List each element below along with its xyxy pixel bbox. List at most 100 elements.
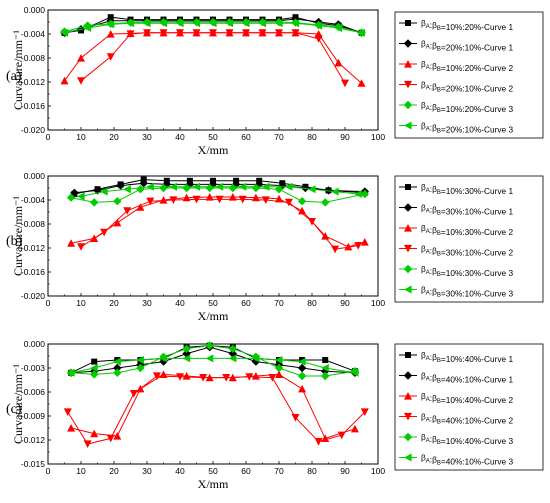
data-point <box>225 29 234 37</box>
x-tick-label: 70 <box>274 298 284 308</box>
legend-marker <box>403 371 413 380</box>
data-point <box>106 434 115 443</box>
data-point <box>136 203 145 211</box>
data-point <box>360 408 369 416</box>
data-point <box>182 183 191 193</box>
x-tick-label: 60 <box>241 298 251 308</box>
legend-marker <box>404 453 412 462</box>
data-point <box>350 424 359 433</box>
data-point <box>258 19 267 28</box>
data-point <box>143 19 151 28</box>
y-axis-label: Curvature/mm⁻¹ <box>11 196 25 276</box>
data-point <box>63 408 72 416</box>
data-point <box>113 218 122 227</box>
data-point <box>298 357 306 366</box>
series-line <box>80 198 359 250</box>
y-axis-label: Curvature/mm⁻¹ <box>11 30 25 110</box>
data-point <box>60 28 69 37</box>
data-point <box>228 344 237 353</box>
data-point <box>67 368 75 377</box>
data-point <box>176 373 184 381</box>
data-point <box>268 374 277 382</box>
data-point <box>192 182 201 191</box>
data-point <box>360 238 369 246</box>
x-tick-label: 10 <box>76 132 86 142</box>
data-point <box>116 181 125 190</box>
data-point <box>360 189 369 199</box>
x-tick-label: 60 <box>241 132 251 142</box>
data-point <box>77 77 85 85</box>
legend-label: βA:βB=10%:40%-Curve 1 <box>421 350 513 364</box>
data-point <box>228 193 237 201</box>
data-point <box>136 363 145 373</box>
data-point <box>238 182 247 191</box>
y-tick-label: -0.016 <box>21 267 45 277</box>
legend: βA:βB=10%:20%-Curve 1 βA:βB=20%:10%-Curve… <box>394 11 544 139</box>
y-tick-label: -0.020 <box>21 125 45 135</box>
x-tick-label: 20 <box>109 466 119 476</box>
x-tick-label: 0 <box>46 132 51 142</box>
data-point <box>337 431 346 440</box>
legend-label: βA:βB=10%:20%-Curve 2 <box>421 59 513 73</box>
data-point <box>100 228 109 237</box>
data-point <box>301 183 310 193</box>
series-line <box>80 32 346 84</box>
data-point <box>284 182 293 191</box>
legend-box <box>394 175 544 303</box>
data-point <box>261 196 270 204</box>
x-tick-label: 40 <box>175 132 185 142</box>
data-point <box>60 76 69 85</box>
data-point <box>106 30 115 38</box>
data-point <box>297 363 307 373</box>
x-tick-label: 100 <box>371 466 385 476</box>
legend-entry: βA:βB=10%:40%-Curve 1 <box>399 350 513 364</box>
x-tick-label: 90 <box>340 298 350 308</box>
data-point <box>67 424 76 432</box>
data-point <box>331 245 340 254</box>
legend-entry: βA:βB=10%:30%-Curve 2 <box>399 223 513 237</box>
y-tick-label: 0.000 <box>24 171 46 181</box>
data-point <box>357 28 366 37</box>
data-point <box>261 182 270 191</box>
data-point <box>90 364 98 372</box>
data-point <box>308 218 316 226</box>
data-point <box>322 357 329 363</box>
legend-entry: βA:βB=10%:40%-Curve 3 <box>399 432 513 446</box>
data-point <box>284 198 293 207</box>
data-point <box>308 185 316 194</box>
x-tick-label: 70 <box>274 466 284 476</box>
series-2 <box>70 179 369 197</box>
data-point <box>298 206 307 215</box>
x-tick-label: 50 <box>208 298 218 308</box>
data-point <box>275 19 283 28</box>
legend-marker <box>404 392 412 400</box>
data-point <box>126 30 135 38</box>
x-tick-label: 100 <box>371 298 385 308</box>
x-tick-label: 80 <box>307 298 317 308</box>
legend-entry: βA:βB=10%:30%-Curve 3 <box>399 264 513 278</box>
legend-entry: βA:βB=20%:10%-Curve 2 <box>399 80 513 94</box>
legend-label: βA:βB=10%:30%-Curve 3 <box>421 264 513 278</box>
chart-panel-a: (a) 0 10 20 30 40 50 60 70 80 90 100 0.000 -0.004 -0.0… <box>6 5 544 157</box>
legend-label: βA:βB=10%:40%-Curve 2 <box>421 391 513 405</box>
legend-marker <box>404 60 412 68</box>
chart-panel-b: (b) 0 10 20 30 40 50 60 70 80 90 100 0.000 -0.004 -0.0… <box>6 171 544 323</box>
x-tick-label: 100 <box>371 132 385 142</box>
data-point <box>90 370 99 379</box>
x-tick-label: 30 <box>142 132 152 142</box>
legend-entry: βA:βB=10%:40%-Curve 2 <box>399 391 513 405</box>
legend-marker <box>404 224 412 232</box>
y-tick-label: 0.000 <box>24 339 46 349</box>
data-point <box>225 19 234 28</box>
series-4 <box>77 29 349 88</box>
y-tick-label: -0.004 <box>21 195 45 205</box>
legend-marker <box>405 184 411 190</box>
data-point <box>182 354 191 363</box>
data-point <box>176 29 184 37</box>
x-tick-label: 0 <box>46 466 51 476</box>
data-point <box>354 190 362 198</box>
data-point <box>331 187 339 196</box>
y-tick-label: -0.003 <box>21 363 45 373</box>
legend-label: βA:βB=10%:30%-Curve 2 <box>421 223 513 237</box>
legend-entry: βA:βB=10%:20%-Curve 3 <box>399 100 513 114</box>
